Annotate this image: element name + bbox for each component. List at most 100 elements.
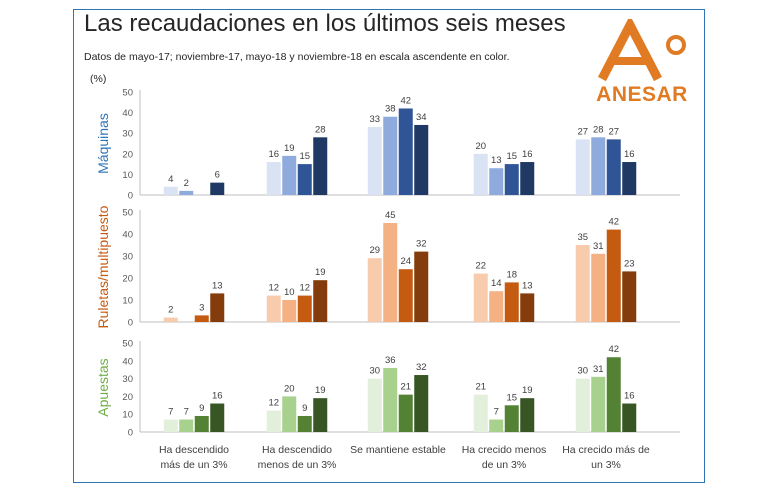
bar [298,164,312,195]
y-tick-label: 50 [122,208,133,219]
bar [520,162,534,195]
bar [474,274,488,322]
bar [267,162,281,195]
bar [313,280,327,322]
bar [267,296,281,322]
data-label: 18 [506,269,517,280]
data-label: 27 [577,126,588,137]
data-label: 19 [315,385,326,396]
bar [607,230,621,322]
bar [591,137,605,195]
data-label: 24 [400,256,411,267]
bar [210,404,224,432]
y-tick-label: 20 [122,392,133,403]
data-label: 19 [284,143,295,154]
data-label: 6 [215,170,220,181]
data-label: 7 [494,407,499,418]
bar [505,282,519,322]
data-label: 9 [199,403,204,414]
category-label: un 3% [591,459,621,471]
bar [474,395,488,432]
bar [576,379,590,432]
bar [383,117,397,195]
bar [414,375,428,432]
bar [368,127,382,195]
data-label: 19 [522,385,533,396]
bar [520,398,534,432]
bar [179,420,193,432]
bar [414,125,428,195]
bar [383,368,397,432]
data-label: 13 [522,280,533,291]
data-label: 15 [506,392,517,403]
data-label: 23 [624,258,635,269]
data-label: 42 [400,95,411,106]
bar [591,254,605,322]
data-label: 15 [299,151,310,162]
y-tick-label: 40 [122,230,133,241]
y-tick-label: 10 [122,410,133,421]
data-label: 13 [491,155,502,166]
data-label: 13 [212,280,223,291]
y-tick-label: 0 [128,428,133,439]
data-label: 45 [385,210,396,221]
bar [576,245,590,322]
bar [383,223,397,322]
bar [164,420,178,432]
data-label: 42 [608,217,619,228]
bar [282,396,296,432]
bar [195,315,209,322]
bar [267,411,281,432]
data-label: 15 [506,151,517,162]
data-label: 7 [184,407,189,418]
bar [474,154,488,195]
bar [298,296,312,322]
data-label: 35 [577,232,588,243]
bar [368,258,382,322]
y-tick-label: 30 [122,252,133,263]
data-label: 2 [168,305,173,316]
data-label: 12 [299,283,310,294]
data-label: 20 [284,383,295,394]
y-tick-label: 10 [122,296,133,307]
data-label: 22 [475,261,486,272]
data-label: 7 [168,407,173,418]
data-label: 36 [385,355,396,366]
bar [368,379,382,432]
data-label: 12 [268,283,279,294]
data-label: 20 [475,141,486,152]
data-label: 27 [608,126,619,137]
bar [622,404,636,432]
data-label: 16 [212,391,223,402]
bar [591,377,605,432]
data-label: 32 [416,362,427,373]
bar [164,318,178,322]
data-label: 14 [491,278,502,289]
bar [607,139,621,195]
category-label: más de un 3% [160,459,227,471]
bar [282,156,296,195]
y-tick-label: 10 [122,170,133,181]
bar [489,291,503,322]
data-label: 30 [577,366,588,377]
data-label: 16 [624,149,635,160]
bar [210,293,224,322]
panel-label: Ruletas/multipuesto [95,205,111,328]
bar [298,416,312,432]
data-label: 28 [315,124,326,135]
category-label: de un 3% [482,459,526,471]
data-label: 21 [475,382,486,393]
data-label: 28 [593,124,604,135]
bar [505,405,519,432]
bar [399,395,413,432]
category-label: Ha crecido menos [462,444,547,456]
bar [195,416,209,432]
panel-label: Máquinas [95,113,111,174]
y-tick-label: 40 [122,356,133,367]
category-label: Ha descendido [262,444,332,456]
y-tick-label: 50 [122,88,133,99]
data-label: 12 [268,398,279,409]
y-tick-label: 20 [122,149,133,160]
bar [399,108,413,195]
bar [313,137,327,195]
